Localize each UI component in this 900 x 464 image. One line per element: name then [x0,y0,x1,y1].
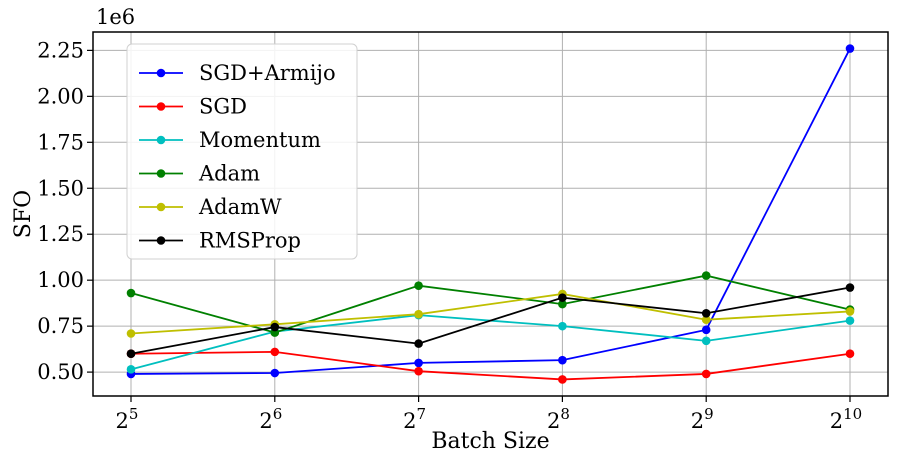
y-tick-label: 0.75 [37,314,84,338]
y-axis-label: SFO [11,190,36,238]
data-point [126,329,136,338]
data-point [701,308,711,318]
series-adamw [126,289,855,338]
y-tick-label: 2.00 [37,84,84,108]
legend-box [126,43,358,260]
legend-item: RMSProp [139,229,301,253]
legend-item: Momentum [139,128,321,152]
data-point [701,325,711,335]
y-tick-label: 2.25 [37,38,84,62]
data-point [414,339,423,348]
data-point [414,281,423,290]
data-point [126,365,136,374]
y-tick-label: 1.00 [37,268,84,292]
data-point [701,315,711,325]
data-point [558,299,567,309]
data-point [126,288,136,298]
data-point [270,368,280,378]
y-tick-label: 1.25 [37,222,84,246]
data-point [845,283,855,292]
data-point [845,349,855,359]
data-point [845,44,855,53]
plot-frame [92,31,889,397]
legend-item: SGD [139,95,247,119]
y-tick-label: 0.50 [37,360,84,384]
data-point [845,307,855,316]
legend: SGD+Armijo SGD Momentum Adam AdamW RMSProp [126,43,358,260]
x-tick-label: 210 [830,405,862,433]
series-line [130,293,851,335]
legend-marker [156,135,166,145]
legend-label: Adam [198,162,260,186]
y-tick-label: 1.50 [37,176,84,200]
series-rmsprop [126,283,855,359]
x-tick-label: 29 [691,405,714,433]
legend-item: Adam [139,162,260,186]
x-axis: 25 26 27 28 29 210 [116,396,862,433]
data-point [701,336,711,346]
x-tick-label: 26 [259,405,282,433]
y-offset-text: 1e6 [96,5,135,29]
data-point [414,366,423,376]
data-point [558,321,567,331]
series-line [130,48,851,375]
legend-label: SGD+Armijo [199,61,336,85]
data-point [558,355,567,365]
x-tick-label: 28 [547,405,570,433]
y-axis: 0.50 0.75 1.00 1.25 1.50 1.75 2.00 2.25 [37,38,93,384]
series-line [130,350,851,381]
legend-item: SGD+Armijo [139,61,336,85]
series-line [130,286,851,355]
data-point [558,293,567,302]
data-point [701,271,711,280]
legend-item: AdamW [139,195,282,219]
data-point [270,322,280,332]
legend-marker [156,236,166,245]
y-tick-label: 1.75 [37,130,84,154]
legend-label: AdamW [198,195,282,219]
legend-marker [156,202,166,212]
data-point [845,316,855,325]
series-sgd-armijo [126,44,855,379]
legend-marker [156,68,166,78]
data-point [414,309,423,319]
legend-label: SGD [199,95,247,119]
x-axis-label: Batch Size [431,429,549,454]
data-point [414,358,423,368]
legend-label: RMSProp [199,229,301,253]
legend-marker [156,169,166,178]
series-layer [126,44,855,384]
data-point [558,375,567,384]
legend-label: Momentum [199,128,321,152]
x-tick-label: 25 [116,405,139,433]
x-tick-label: 27 [403,405,426,433]
legend-marker [156,102,166,111]
series-sgd [126,347,855,384]
data-point [126,349,136,359]
data-point [701,369,711,379]
data-point [270,347,280,357]
